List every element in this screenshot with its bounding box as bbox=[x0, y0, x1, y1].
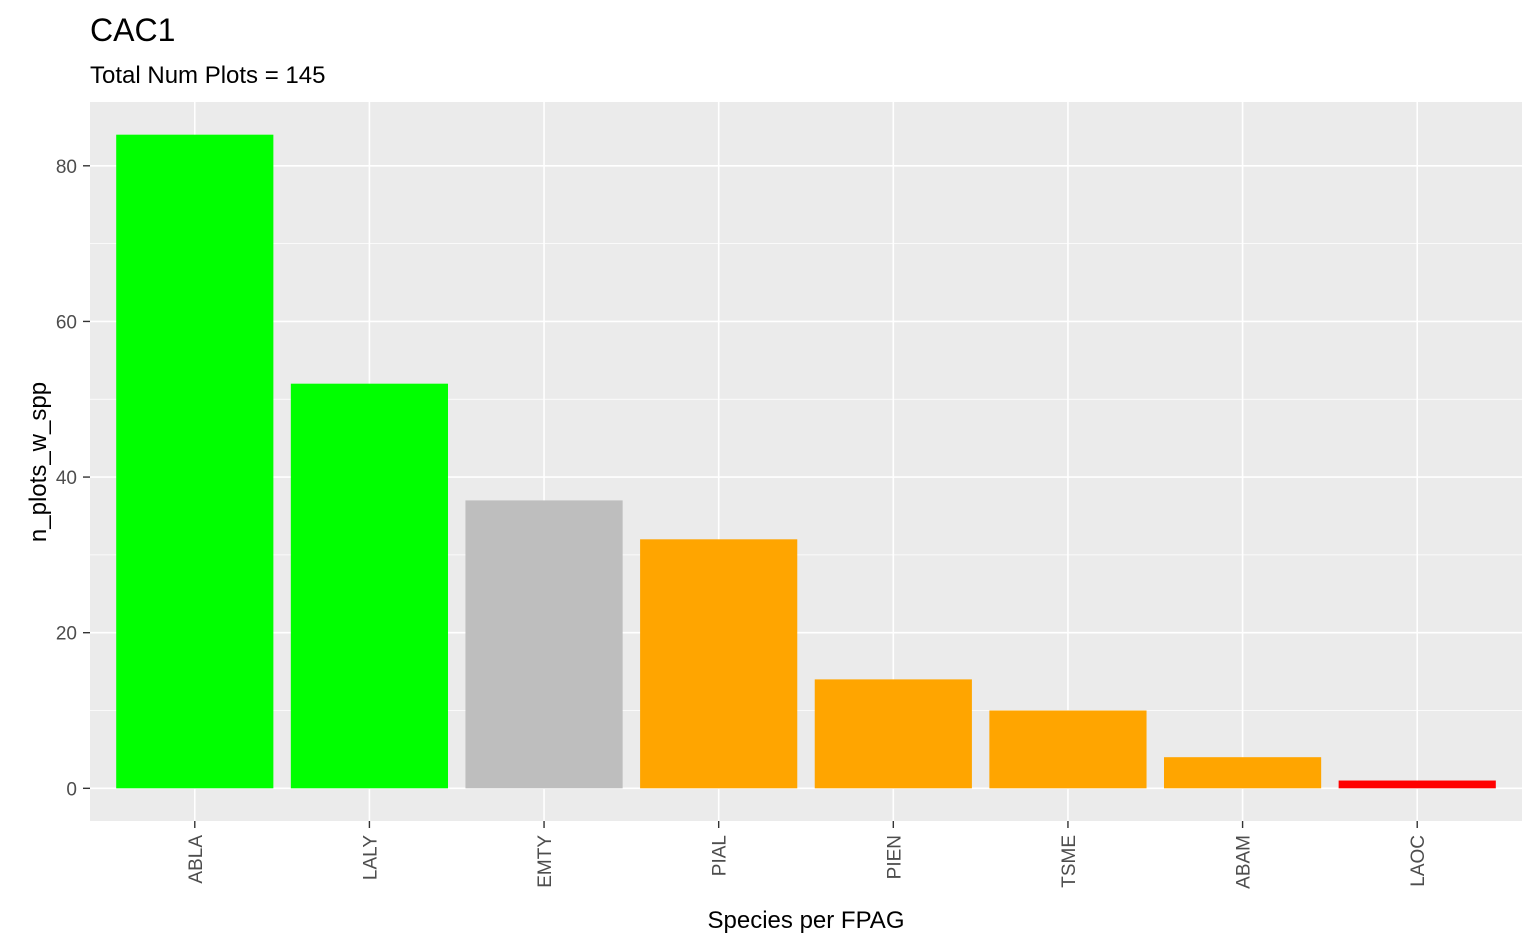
bar-abla bbox=[116, 134, 274, 789]
x-tick-label-emty: EMTY bbox=[535, 835, 556, 888]
y-tick-label: 60 bbox=[56, 312, 77, 333]
bar-abam bbox=[1164, 757, 1322, 789]
bar-tsme bbox=[989, 710, 1147, 789]
y-tick-label: 0 bbox=[66, 779, 77, 800]
y-tick-label: 20 bbox=[56, 624, 77, 645]
x-tick-label-pial: PIAL bbox=[710, 835, 731, 876]
bar-emty bbox=[465, 500, 623, 789]
bar-pial bbox=[640, 539, 798, 789]
x-tick-label-abla: ABLA bbox=[186, 835, 207, 884]
x-tick-label-tsme: TSME bbox=[1059, 835, 1080, 888]
y-axis: 0 20 40 60 80 bbox=[56, 157, 90, 800]
x-axis-title: Species per FPAG bbox=[708, 907, 905, 934]
y-axis-title: n_plots_w_spp bbox=[25, 382, 52, 542]
y-tick-label: 80 bbox=[56, 157, 77, 178]
x-tick-label-abam: ABAM bbox=[1234, 835, 1255, 889]
bar-pien bbox=[814, 679, 972, 789]
x-tick-label-laoc: LAOC bbox=[1408, 835, 1429, 887]
x-tick-label-pien: PIEN bbox=[884, 835, 905, 879]
chart-subtitle: Total Num Plots = 145 bbox=[90, 62, 325, 89]
bar-laly bbox=[290, 383, 448, 789]
x-tick-label-laly: LALY bbox=[360, 835, 381, 880]
bars bbox=[116, 134, 1496, 789]
x-axis: ABLA LALY EMTY PIAL PIEN TSME ABAM LAOC bbox=[186, 821, 1429, 889]
chart-title: CAC1 bbox=[90, 12, 175, 48]
y-tick-label: 40 bbox=[56, 468, 77, 489]
bar-laoc bbox=[1338, 780, 1496, 789]
